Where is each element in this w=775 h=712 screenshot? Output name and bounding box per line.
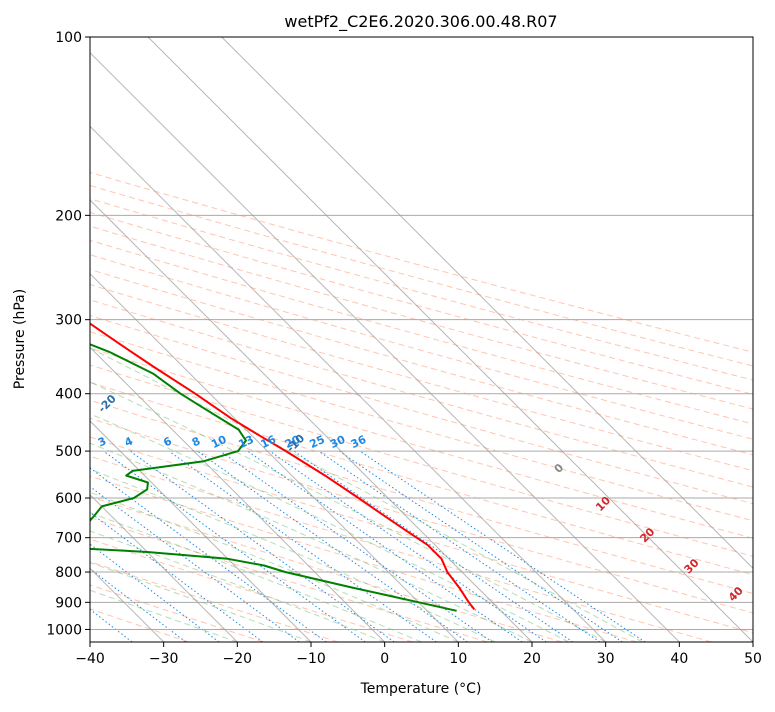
dry-adiabat-line [90,268,753,456]
mixing-ratio-label: 30 [328,433,348,451]
moist-adiabat-label: 20 [637,525,657,545]
y-tick-label: 1000 [46,622,82,638]
dry-adiabat-line [90,381,753,576]
dry-adiabat-line [90,495,563,642]
x-tick-label: −10 [296,651,326,667]
isotherm-gridline [90,51,680,642]
mixing-ratio-line [359,450,646,642]
moist-adiabat-line [90,442,533,642]
moist-adiabat-label: 10 [593,494,613,514]
y-tick-label: 900 [55,595,82,611]
dry-adiabat-line [90,225,753,410]
dry-adiabat-line [90,347,753,539]
mixing-ratio-label: 10 [209,433,229,451]
isotherm-gridline [90,272,459,642]
mixing-ratio-label: 3 [96,434,108,449]
mixing-ratio-line [168,450,437,642]
dry-adiabat-line [90,211,753,395]
y-tick-label: 200 [55,208,82,224]
isotherm-gridline [147,37,753,642]
dewpoint-profile [90,343,457,612]
mixing-ratio-label: 4 [123,434,136,449]
y-tick-label: 700 [55,531,82,547]
isotherm-gridline [90,493,238,642]
mixing-ratio-line [293,450,574,642]
chart-title: wetPf2_C2E6.2020.306.00.48.R07 [284,12,557,32]
mixing-ratio-line [90,467,327,642]
dry-adiabat-line [90,538,414,642]
mixing-ratio-label: 20 [283,433,303,451]
mixing-ratio-label: 16 [259,433,279,451]
x-tick-label: −20 [223,651,253,667]
moist-adiabat-line [90,347,643,642]
mixing-ratio-label: 1.5 [30,432,53,452]
isotherm-gridline [90,346,386,642]
y-tick-label: 400 [55,387,82,403]
moist-adiabat-line [90,491,459,642]
dry-adiabat-line [90,475,638,642]
y-tick-label: 800 [55,565,82,581]
mixing-ratio-line [269,450,547,642]
moist-adiabat-label: 0 [552,461,567,476]
mixing-ratio-label: 13 [237,433,256,451]
mixing-ratio-label: 8 [190,434,202,449]
dry-adiabat-line [90,364,753,557]
dry-adiabat-line [90,399,753,595]
mixing-ratio-line [318,450,601,642]
y-axis-label: Pressure (hPa) [12,289,28,389]
mixing-ratio-label: 6 [161,434,174,449]
x-tick-label: −30 [149,651,179,667]
temperature-profile [90,322,476,611]
moist-adiabat-line [90,468,496,642]
plot-frame [89,36,754,643]
moist-adiabat-line [90,530,385,642]
y-tick-label: 100 [55,30,82,46]
moist-adiabat-line [90,381,606,642]
mixing-ratio-line [90,568,187,642]
dry-adiabat-line [90,516,488,642]
dry-adiabat-line [90,455,712,642]
x-tick-label: 10 [449,651,467,667]
mixing-ratio-line [103,450,366,642]
mixing-ratio-label: 36 [349,433,369,451]
y-tick-label: 500 [55,444,82,460]
dry-adiabat-label: -20 [96,392,119,415]
moist-adiabat-line [90,512,422,642]
x-tick-label: −40 [75,651,105,667]
dry-adiabat-line [90,254,753,440]
isotherm-gridline [221,37,753,570]
mixing-ratio-line [90,543,220,642]
mixing-ratio-line [247,450,523,642]
dry-adiabat-line [90,417,753,614]
x-tick-label: 30 [597,651,615,667]
mixing-ratio-label: 25 [308,433,327,451]
y-tick-label: 300 [55,313,82,329]
dry-adiabat-line [90,561,339,642]
mixing-ratio-line [338,450,623,642]
x-tick-label: 50 [744,651,762,667]
mixing-ratio-label: 1 [1,434,13,449]
x-tick-label: 40 [670,651,688,667]
isotherm-gridline [90,420,312,642]
dry-adiabat-line [90,584,264,642]
mixing-ratio-line [197,450,468,642]
isotherm-gridline [90,199,533,642]
y-tick-label: 600 [55,491,82,507]
moist-adiabat-line [90,413,570,642]
dry-adiabat-line [90,608,189,642]
dry-adiabat-line [90,184,753,367]
x-axis-label: Temperature (°C) [360,681,482,697]
x-tick-label: 0 [380,651,389,667]
isotherm-gridline [90,125,607,642]
x-tick-label: 20 [523,651,541,667]
